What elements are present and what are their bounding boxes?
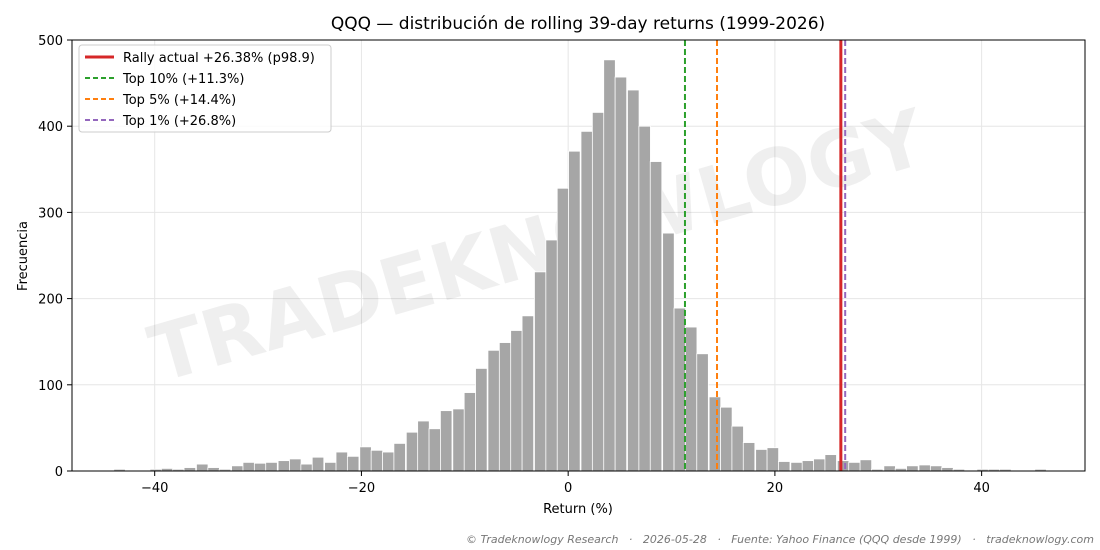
histogram-bar: [534, 271, 547, 472]
histogram-bar: [731, 425, 744, 472]
x-axis-label: Return (%): [543, 502, 613, 517]
histogram-bar: [778, 461, 791, 472]
histogram-bar: [231, 465, 244, 472]
y-tick-label: 100: [38, 379, 63, 394]
histogram-bar: [801, 460, 815, 472]
histogram-bar: [196, 463, 209, 472]
histogram-bar: [848, 461, 861, 472]
histogram-bar: [603, 59, 616, 472]
histogram-bar: [428, 428, 442, 472]
histogram-bar: [311, 456, 325, 472]
reference-lines: [683, 40, 847, 471]
legend-label: Rally actual +26.38% (p98.9): [123, 51, 315, 66]
histogram-bar: [498, 342, 512, 472]
histogram-bar: [720, 406, 733, 472]
histogram-bar: [440, 410, 453, 472]
x-tick-label: 0: [564, 481, 572, 496]
histogram-bar: [183, 467, 197, 472]
histogram-bar: [929, 465, 943, 472]
histogram-bar: [941, 467, 954, 472]
histogram-bar: [673, 307, 686, 472]
histogram-bar: [393, 443, 406, 472]
histogram-bar: [277, 460, 291, 472]
histogram-bar: [382, 451, 395, 472]
histogram-bar: [289, 458, 302, 472]
y-tick-label: 300: [38, 206, 63, 221]
histogram-bars: [113, 59, 1047, 472]
histogram-bar: [521, 315, 535, 472]
histogram-bar: [813, 458, 826, 472]
histogram-bar: [568, 150, 581, 472]
histogram-bar: [417, 420, 430, 472]
histogram-bar: [708, 396, 722, 472]
histogram-bar: [487, 349, 500, 472]
histogram-bar: [684, 326, 698, 472]
x-tick-label: 40: [973, 481, 990, 496]
histogram-bar: [755, 449, 768, 472]
legend-label: Top 5% (+14.4%): [122, 93, 236, 108]
x-axis-ticks: −40 −20 0 20 40: [141, 471, 990, 496]
y-axis-label: Frecuencia: [16, 221, 31, 291]
histogram-bar: [265, 461, 278, 472]
histogram-bar: [359, 446, 372, 472]
histogram-bar: [475, 368, 488, 472]
legend-label: Top 1% (+26.8%): [122, 114, 236, 129]
histogram-bar: [242, 461, 255, 472]
histogram-bar: [253, 462, 267, 472]
histogram-bar: [346, 455, 360, 472]
x-tick-label: −20: [348, 481, 375, 496]
chart-title: QQQ — distribución de rolling 39-day ret…: [331, 14, 825, 34]
histogram-bar: [300, 463, 313, 472]
histogram-bar: [545, 239, 558, 472]
legend-box: [78, 44, 332, 133]
histogram-bar: [662, 232, 675, 472]
legend-label: Top 10% (+11.3%): [122, 72, 244, 87]
histogram-bar: [556, 187, 570, 472]
histogram-bar: [859, 459, 873, 472]
histogram-bar: [335, 451, 348, 472]
y-tick-label: 400: [38, 120, 63, 135]
histogram-bar: [591, 112, 605, 472]
histogram-bar: [463, 392, 477, 472]
histogram-bar: [918, 464, 931, 472]
histogram-bar: [790, 461, 803, 472]
histogram-bar: [627, 89, 640, 472]
x-tick-label: −40: [141, 481, 168, 496]
histogram-bar: [824, 454, 837, 472]
y-tick-label: 0: [55, 465, 63, 480]
histogram-bar: [906, 465, 919, 472]
histogram-bar: [883, 465, 896, 472]
histogram-bar: [638, 125, 651, 472]
histogram-bar: [324, 461, 337, 472]
histogram-bar: [405, 431, 419, 472]
y-axis-ticks: 0 100 200 300 400 500: [38, 34, 72, 480]
footer-credits: © Tradeknowlogy Research · 2026-05-28 · …: [466, 533, 1094, 546]
legend: Rally actual +26.38% (p98.9) Top 10% (+11…: [78, 44, 332, 133]
histogram-bar: [207, 467, 220, 472]
x-tick-label: 20: [767, 481, 784, 496]
plot-frame: [71, 39, 1086, 472]
histogram-bar: [649, 161, 663, 472]
histogram-bar: [580, 130, 593, 472]
histogram-bar: [696, 353, 709, 472]
histogram-bar: [614, 76, 628, 472]
y-tick-label: 500: [38, 34, 63, 49]
histogram-bar: [452, 408, 465, 472]
histogram-bar: [742, 442, 756, 472]
histogram-bar: [510, 330, 523, 472]
histogram-bar: [836, 460, 850, 472]
y-tick-label: 200: [38, 293, 63, 308]
histogram-bar: [370, 449, 384, 472]
histogram-bar: [766, 447, 780, 472]
